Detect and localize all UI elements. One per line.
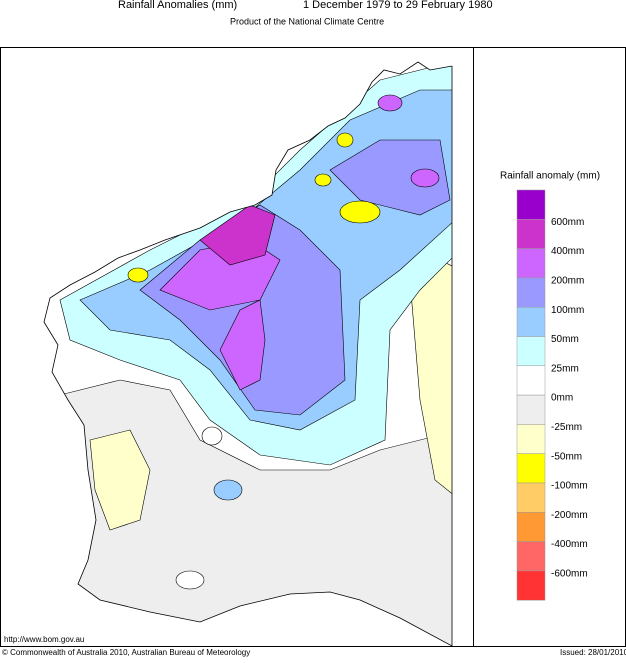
legend-label: 400mm: [551, 246, 584, 257]
copyright: © Commonwealth of Australia 2010, Austra…: [2, 648, 250, 657]
legend-swatch: [516, 248, 546, 279]
legend-label: -50mm: [551, 451, 582, 462]
legend-swatch: [516, 541, 546, 572]
legend-swatch: [516, 394, 546, 425]
legend-swatch: [516, 277, 546, 308]
issued: Issued: 28/01/2010: [560, 648, 626, 657]
legend: 600mm 400mm 200mm 100mm 50mm 25mm 0mm -25mm -50m…: [516, 189, 588, 601]
legend-swatch: [516, 482, 546, 513]
legend-label: 200mm: [551, 276, 584, 287]
legend-label: 600mm: [551, 217, 584, 228]
legend-label: 50mm: [551, 334, 579, 345]
legend-title: Rainfall anomaly (mm): [500, 171, 600, 182]
legend-frame: [473, 47, 626, 647]
legend-swatch: [516, 365, 546, 396]
legend-swatch: [516, 336, 546, 367]
legend-swatch: [516, 219, 546, 249]
subtitle: Product of the National Climate Centre: [230, 16, 384, 26]
legend-swatch: [516, 570, 546, 601]
legend-swatch: [516, 512, 546, 542]
legend-label: -25mm: [551, 422, 582, 433]
url: http://www.bom.gov.au: [4, 635, 84, 644]
legend-swatch: [516, 306, 546, 337]
legend-swatch: [516, 424, 546, 454]
legend-label: 25mm: [551, 363, 579, 374]
legend-label: 0mm: [551, 393, 573, 404]
period: 1 December 1979 to 29 February 1980: [303, 0, 493, 11]
title: Rainfall Anomalies (mm): [118, 0, 237, 11]
legend-swatch: [516, 189, 546, 220]
legend-label: -100mm: [551, 481, 588, 492]
legend-swatch: [516, 453, 546, 484]
legend-label: 100mm: [551, 305, 584, 316]
legend-label: -400mm: [551, 539, 588, 550]
coastline: [43, 61, 453, 647]
legend-label: -600mm: [551, 569, 588, 580]
legend-label: -200mm: [551, 510, 588, 521]
